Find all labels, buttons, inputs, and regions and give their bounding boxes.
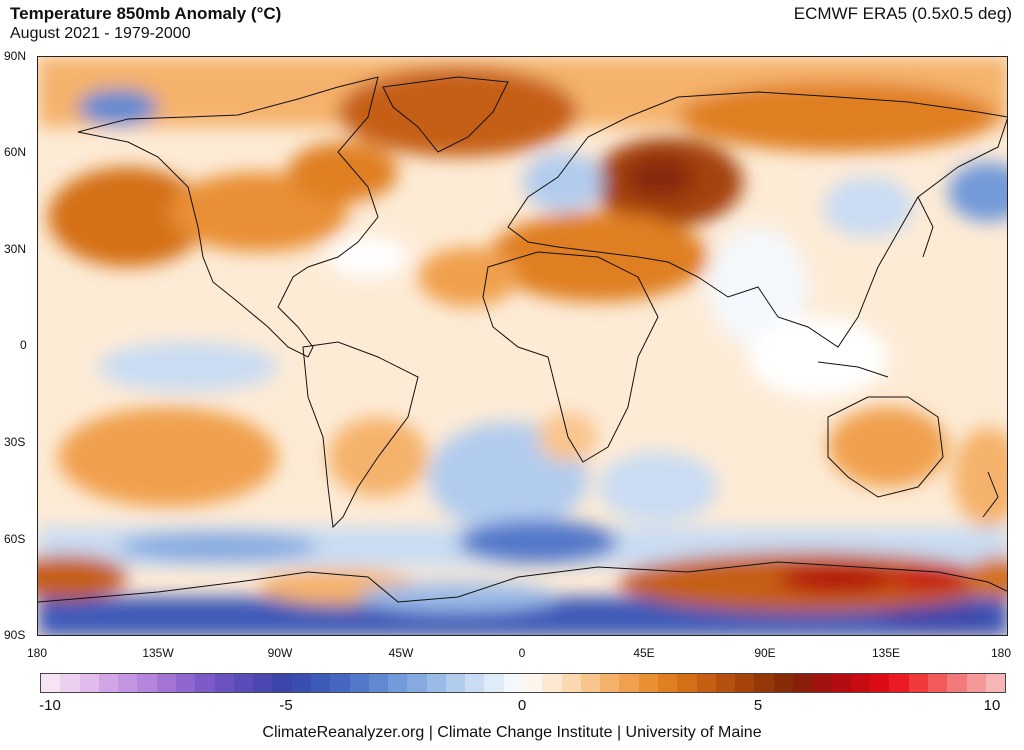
colorbar-swatch bbox=[484, 674, 504, 692]
colorbar-swatch bbox=[658, 674, 678, 692]
colorbar-label-pos5: 5 bbox=[753, 697, 763, 714]
colorbar-swatch bbox=[156, 674, 176, 692]
colorbar-swatch bbox=[330, 674, 350, 692]
colorbar-swatch bbox=[600, 674, 620, 692]
colorbar-swatch bbox=[812, 674, 832, 692]
colorbar-swatch bbox=[523, 674, 543, 692]
colorbar-label-zero: 0 bbox=[517, 697, 527, 714]
colorbar-swatch bbox=[638, 674, 658, 692]
lat-label-0: 0 bbox=[20, 338, 27, 352]
colorbar-swatch bbox=[542, 674, 562, 692]
lon-label-180e: 180 bbox=[990, 646, 1012, 660]
data-source-label: ECMWF ERA5 (0.5x0.5 deg) bbox=[793, 4, 1012, 23]
colorbar-swatch bbox=[41, 674, 61, 692]
colorbar-swatch bbox=[98, 674, 119, 692]
colorbar-swatch bbox=[850, 674, 871, 692]
colorbar-swatch bbox=[310, 674, 331, 692]
colorbar-swatch bbox=[503, 674, 524, 692]
anomaly-field bbox=[38, 57, 1007, 635]
colorbar-swatch bbox=[677, 674, 697, 692]
colorbar-swatch bbox=[985, 674, 1006, 692]
colorbar-swatch bbox=[407, 674, 427, 692]
colorbar-label-min: -10 bbox=[39, 697, 61, 714]
colorbar-swatch bbox=[445, 674, 466, 692]
colorbar-swatch bbox=[79, 674, 99, 692]
lon-label-90e: 90E bbox=[754, 646, 776, 660]
colorbar-label-neg5: -5 bbox=[279, 697, 293, 714]
lon-label-135e: 135E bbox=[871, 646, 901, 660]
colorbar-swatch bbox=[889, 674, 909, 692]
colorbar-swatch bbox=[908, 674, 928, 692]
colorbar-swatch bbox=[195, 674, 215, 692]
lat-label-60s: 60S bbox=[4, 532, 26, 546]
lat-label-30s: 30S bbox=[4, 435, 26, 449]
colorbar-swatch bbox=[233, 674, 254, 692]
colorbar-swatch bbox=[561, 674, 581, 692]
colorbar-swatch bbox=[947, 674, 967, 692]
lat-label-90n: 90N bbox=[4, 49, 27, 63]
colorbar-swatch bbox=[580, 674, 601, 692]
color-scale-bar bbox=[40, 673, 1006, 693]
lon-label-135w: 135W bbox=[142, 646, 174, 660]
colorbar-swatch bbox=[792, 674, 813, 692]
colorbar-swatch bbox=[754, 674, 774, 692]
colorbar-swatch bbox=[214, 674, 234, 692]
colorbar-swatch bbox=[291, 674, 311, 692]
coastlines bbox=[38, 76, 1007, 603]
colorbar-swatch bbox=[966, 674, 986, 692]
lat-label-60n: 60N bbox=[4, 145, 27, 159]
colorbar-swatch bbox=[368, 674, 389, 692]
colorbar-swatch bbox=[735, 674, 755, 692]
lon-label-90w: 90W bbox=[267, 646, 293, 660]
colorbar-swatch bbox=[175, 674, 196, 692]
colorbar-swatch bbox=[253, 674, 273, 692]
colorbar-swatch bbox=[388, 674, 408, 692]
colorbar-swatch bbox=[696, 674, 716, 692]
colorbar-swatch bbox=[870, 674, 890, 692]
colorbar-swatch bbox=[465, 674, 485, 692]
colorbar-swatch bbox=[619, 674, 639, 692]
colorbar-swatch bbox=[927, 674, 948, 692]
colorbar-swatch bbox=[60, 674, 80, 692]
colorbar-swatch bbox=[272, 674, 292, 692]
lon-label-180w: 180 bbox=[26, 646, 48, 660]
lat-label-30n: 30N bbox=[4, 242, 27, 256]
lon-label-45e: 45E bbox=[633, 646, 655, 660]
map-title: Temperature 850mb Anomaly (°C) bbox=[10, 4, 282, 23]
colorbar-swatch bbox=[831, 674, 851, 692]
colorbar-swatch bbox=[118, 674, 138, 692]
lon-label-45w: 45W bbox=[388, 646, 414, 660]
colorbar-swatch bbox=[137, 674, 157, 692]
colorbar-swatch bbox=[773, 674, 793, 692]
lat-label-90s: 90S bbox=[4, 628, 26, 642]
footer-credit: ClimateReanalyzer.org | Climate Change I… bbox=[262, 724, 762, 741]
colorbar-swatch bbox=[349, 674, 369, 692]
colorbar-swatch bbox=[715, 674, 736, 692]
colorbar-swatch bbox=[426, 674, 446, 692]
anomaly-map-canvas bbox=[38, 57, 1007, 635]
anomaly-map bbox=[37, 56, 1008, 636]
colorbar-label-max: 10 bbox=[983, 697, 1001, 714]
lon-label-0: 0 bbox=[518, 646, 526, 660]
map-subtitle: August 2021 - 1979-2000 bbox=[10, 25, 191, 42]
